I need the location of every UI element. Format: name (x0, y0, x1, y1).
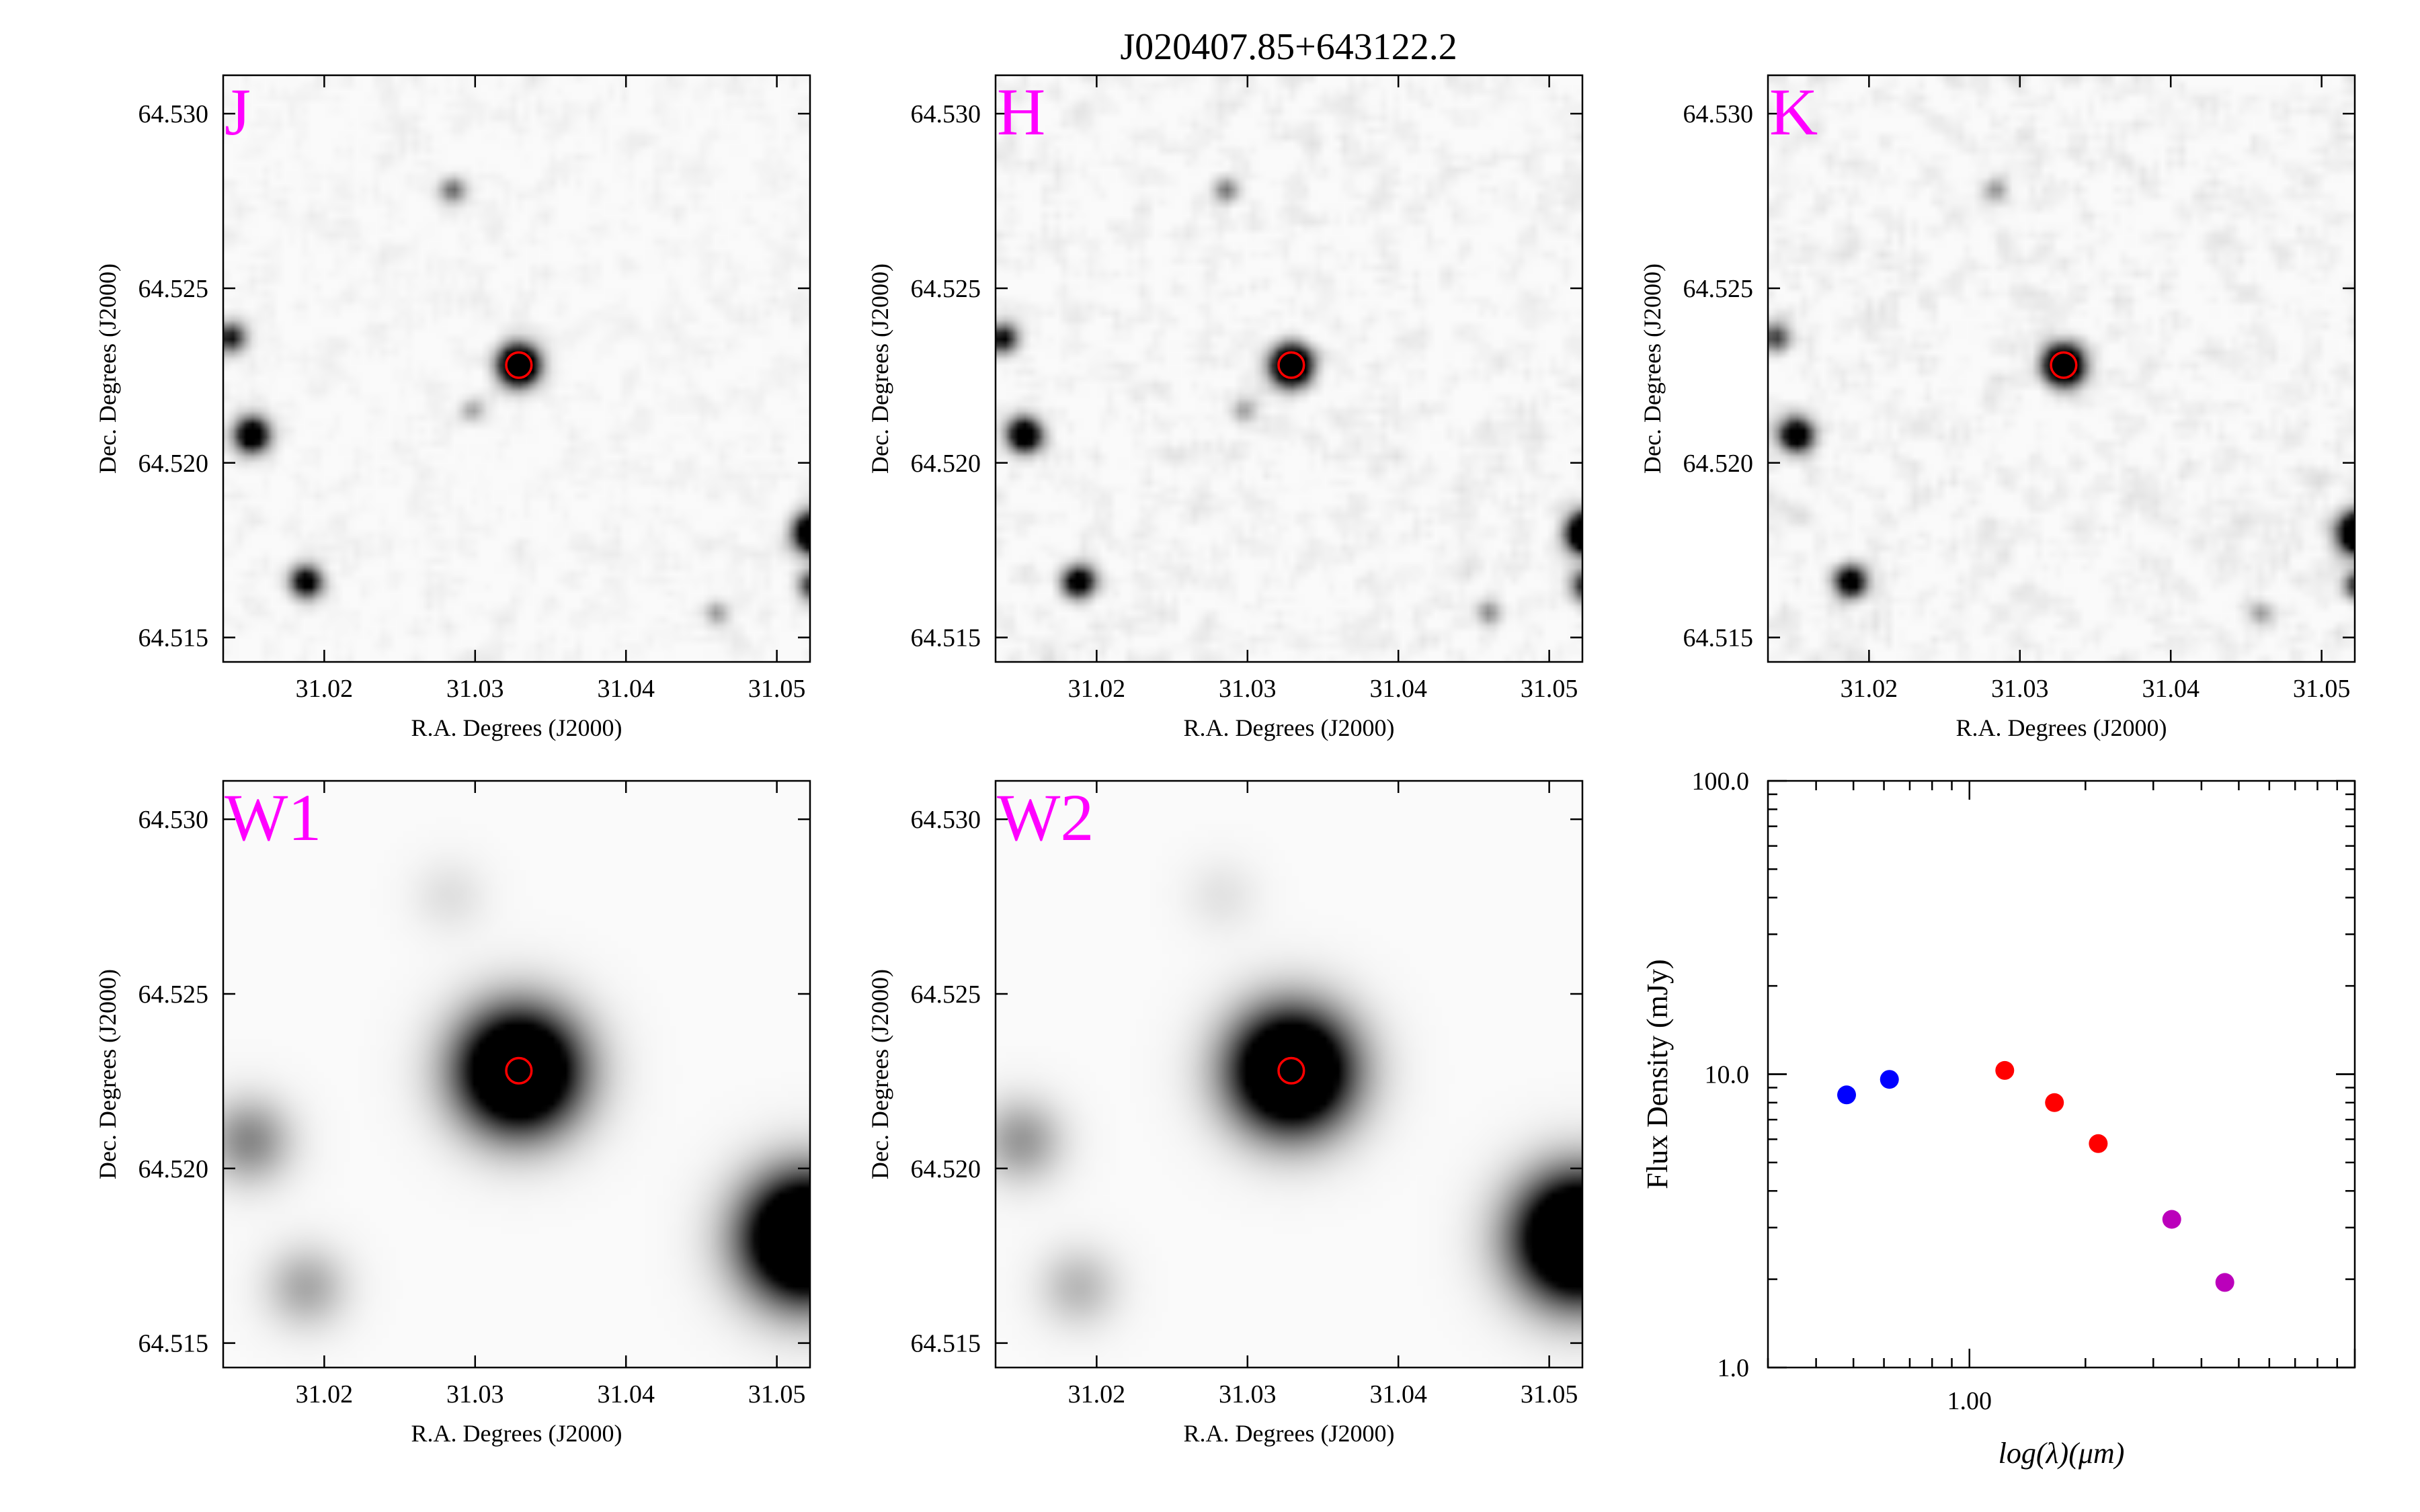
y-axis-title: Dec. Degrees (J2000) (94, 969, 121, 1179)
sed-y-tick-label: 10.0 (1705, 1061, 1750, 1089)
x-tick-label: 31.03 (1219, 675, 1277, 703)
y-tick-label: 64.530 (911, 100, 981, 128)
sed-frame (1767, 780, 2356, 1369)
y-tick-label: 64.530 (138, 806, 209, 834)
y-tick-label: 64.515 (911, 624, 981, 653)
sed-point (2162, 1210, 2181, 1229)
sed-y-tick-label: 1.0 (1718, 1354, 1750, 1382)
sed-point (2089, 1134, 2108, 1153)
x-axis-title: R.A. Degrees (J2000) (1184, 714, 1395, 741)
target-circle (505, 351, 533, 379)
panel-frame (994, 780, 1584, 1369)
y-tick-label: 64.515 (138, 624, 209, 653)
x-axis-title: R.A. Degrees (J2000) (1184, 1420, 1395, 1447)
band-label: H (997, 75, 1045, 149)
y-tick-label: 64.530 (1683, 100, 1754, 128)
x-tick-label: 31.03 (1991, 675, 2049, 703)
x-tick-label: 31.04 (1369, 1380, 1427, 1409)
y-axis-title: Dec. Degrees (J2000) (1639, 263, 1666, 474)
x-axis-title: R.A. Degrees (J2000) (1956, 714, 2167, 741)
sed-x-axis-title: log(λ)(μm) (1999, 1437, 2125, 1470)
x-tick-label: 31.05 (2293, 675, 2351, 703)
band-label: W1 (225, 780, 321, 855)
y-tick-label: 64.525 (1683, 275, 1754, 303)
sed-point (1995, 1060, 2015, 1080)
image-panel-j: 31.02 31.03 31.04 31.05 64.515 64.520 64.525 64… (94, 74, 811, 741)
x-tick-label: 31.04 (597, 1380, 655, 1409)
y-tick-label: 64.525 (911, 275, 981, 303)
target-circle (1277, 1056, 1305, 1085)
y-tick-label: 64.515 (911, 1330, 981, 1358)
sed-point (2215, 1273, 2234, 1292)
image-panel-k: 31.02 31.03 31.04 31.05 64.515 64.520 64.525 64… (1639, 74, 2356, 741)
y-axis-title: Dec. Degrees (J2000) (94, 263, 121, 474)
y-tick-label: 64.520 (1683, 450, 1754, 478)
panel-frame (222, 74, 811, 663)
sky-image (996, 781, 1582, 1368)
y-tick-label: 64.530 (911, 806, 981, 834)
x-tick-label: 31.04 (1369, 675, 1427, 703)
image-panel-w1: 31.02 31.03 31.04 31.05 64.515 64.520 64.525 64… (94, 780, 811, 1447)
x-tick-label: 31.04 (2142, 675, 2200, 703)
x-tick-label: 31.04 (597, 675, 655, 703)
image-panel-h: 31.02 31.03 31.04 31.05 64.515 64.520 64.525 64… (866, 74, 1584, 741)
x-tick-label: 31.05 (748, 1380, 806, 1409)
x-tick-label: 31.02 (1068, 675, 1126, 703)
x-axis-title: R.A. Degrees (J2000) (411, 714, 622, 741)
panel-frame (994, 74, 1584, 663)
sed-y-tick-label: 100.0 (1692, 767, 1750, 796)
y-tick-label: 64.525 (911, 980, 981, 1009)
y-tick-label: 64.515 (1683, 624, 1754, 653)
y-tick-label: 64.525 (138, 275, 209, 303)
sed-point (2045, 1093, 2064, 1112)
panel-frame (222, 780, 811, 1369)
x-tick-label: 31.02 (1068, 1380, 1126, 1409)
sed-y-axis-title: Flux Density (mJy) (1641, 959, 1674, 1189)
y-tick-label: 64.530 (138, 100, 209, 128)
x-tick-label: 31.03 (446, 1380, 504, 1409)
figure-title: J020407.85+643122.2 (1120, 26, 1457, 68)
sky-image (1768, 75, 2355, 662)
y-tick-label: 64.520 (911, 1155, 981, 1183)
target-circle (2050, 351, 2078, 379)
band-label: J (225, 75, 251, 149)
y-axis-title: Dec. Degrees (J2000) (866, 969, 893, 1179)
sed-point (1837, 1085, 1857, 1105)
y-tick-label: 64.520 (911, 450, 981, 478)
x-tick-label: 31.02 (296, 675, 354, 703)
target-circle (505, 1056, 533, 1085)
x-tick-label: 31.03 (1219, 1380, 1277, 1409)
image-panel-w2: 31.02 31.03 31.04 31.05 64.515 64.520 64.525 64… (866, 780, 1584, 1447)
sed-x-tick-label: 1.00 (1947, 1387, 1992, 1415)
band-label: W2 (997, 780, 1094, 855)
x-tick-label: 31.05 (1521, 1380, 1578, 1409)
y-tick-label: 64.525 (138, 980, 209, 1009)
sky-image (223, 75, 810, 662)
y-tick-label: 64.515 (138, 1330, 209, 1358)
sed-point (1880, 1070, 1899, 1089)
target-circle (1277, 351, 1305, 379)
x-axis-title: R.A. Degrees (J2000) (411, 1420, 622, 1447)
x-tick-label: 31.02 (296, 1380, 354, 1409)
sky-image (996, 75, 1582, 662)
sky-image (223, 781, 810, 1368)
image-panels: 31.02 31.03 31.04 31.05 64.515 64.520 64.525 64… (94, 74, 2356, 1447)
panel-frame (1767, 74, 2356, 663)
x-tick-label: 31.03 (446, 675, 504, 703)
x-tick-label: 31.05 (748, 675, 806, 703)
y-tick-label: 64.520 (138, 1155, 209, 1183)
band-label: K (1769, 75, 1818, 149)
y-axis-title: Dec. Degrees (J2000) (866, 263, 893, 474)
y-tick-label: 64.520 (138, 450, 209, 478)
x-tick-label: 31.05 (1521, 675, 1578, 703)
x-tick-label: 31.02 (1841, 675, 1898, 703)
